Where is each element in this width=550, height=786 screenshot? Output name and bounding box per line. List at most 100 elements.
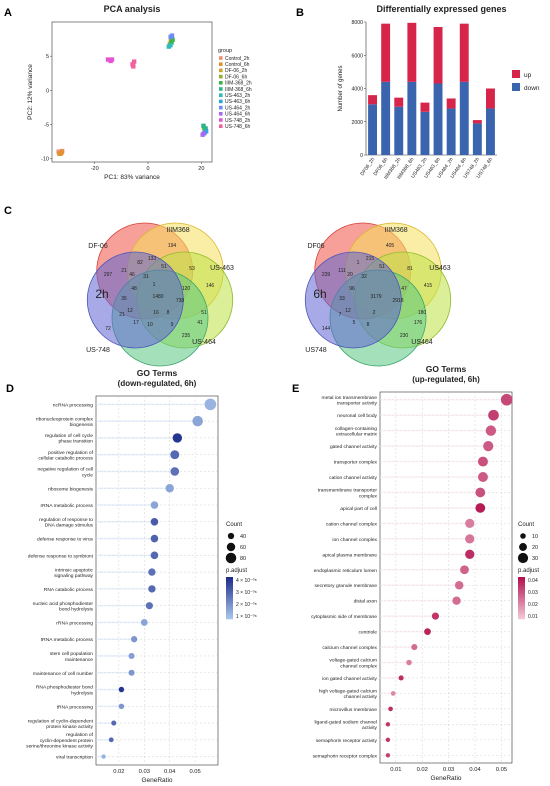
term-dot xyxy=(424,628,431,635)
term-dot xyxy=(170,450,180,460)
term-dot xyxy=(460,565,469,575)
venn-region-count: 8 xyxy=(167,310,170,316)
venn-region-count: 35 xyxy=(121,296,127,302)
legend-entry: DF-06_2h xyxy=(225,68,247,74)
x-axis-label: PC1: 83% variance xyxy=(104,174,160,181)
y-tick-label: 6000 xyxy=(351,53,363,59)
venn-region-count: 120 xyxy=(182,286,191,292)
term-label: intrinsic apoptotic xyxy=(55,567,93,573)
venn-set-label: US464 xyxy=(411,339,433,346)
legend-p-value: 1 × 10⁻⁰⁸ xyxy=(236,614,257,620)
venn-region-count: 297 xyxy=(104,272,113,278)
x-tick-label: -20 xyxy=(91,166,99,172)
data-point xyxy=(108,58,113,64)
term-label: signaling pathway xyxy=(54,573,93,579)
term-dot xyxy=(150,501,159,509)
legend-swatch xyxy=(219,99,223,104)
legend-p-gradient xyxy=(518,589,525,592)
panel-label-c: C xyxy=(4,205,12,217)
bar-down xyxy=(407,81,417,155)
legend-swatch xyxy=(219,62,223,66)
venn-region-count: 1 xyxy=(153,282,156,288)
venn-region-count: 20 xyxy=(347,272,353,278)
term-label: neuronal cell body xyxy=(337,413,377,419)
y-tick-label: 0 xyxy=(360,153,363,159)
legend-p-gradient xyxy=(226,605,233,608)
y-tick-label: 5 xyxy=(46,54,49,60)
legend-p-gradient xyxy=(518,607,525,610)
y-axis-label: Number of genes xyxy=(338,65,344,111)
venn-region-count: 3179 xyxy=(370,294,381,300)
bar-up xyxy=(394,97,404,107)
venn-region-count: 53 xyxy=(189,266,195,272)
legend-count-value: 10 xyxy=(532,534,538,540)
legend-swatch xyxy=(219,68,223,73)
y-tick-label: 8000 xyxy=(351,20,363,26)
term-label: transporter activity xyxy=(337,401,378,407)
venn-region-count: 239 xyxy=(322,272,331,278)
term-dot xyxy=(385,737,391,743)
term-label: tRNA metabolic process xyxy=(41,637,94,643)
x-tick-label: 0.02 xyxy=(417,767,428,773)
legend-p-gradient xyxy=(518,593,525,596)
term-label: bond hydrolysis xyxy=(59,606,94,612)
term-dot xyxy=(172,433,183,443)
legend-p-gradient xyxy=(518,585,525,588)
term-dot xyxy=(165,484,174,493)
bar-down xyxy=(394,106,404,155)
legend-count-dot xyxy=(517,552,529,564)
term-label: stem cell population xyxy=(50,651,94,657)
venn-region-count: 17 xyxy=(133,320,139,326)
venn-region-count: 144 xyxy=(322,326,331,332)
legend-entry-up: up xyxy=(524,72,532,79)
term-dot xyxy=(475,503,486,513)
term-label: regulation of cyclin-dependent xyxy=(28,718,94,724)
term-dot xyxy=(118,686,125,693)
legend-p-gradient xyxy=(226,583,233,586)
y-tick-label: -5 xyxy=(44,122,49,128)
legend-p-value: 0.04 xyxy=(528,578,538,584)
legend-p-title: p.adjust xyxy=(518,568,539,574)
legend-p-gradient xyxy=(518,599,525,602)
venn-region-count: 32 xyxy=(361,274,367,280)
term-dot xyxy=(454,580,464,590)
venn-region-count: 41 xyxy=(197,320,203,326)
bar-up xyxy=(485,88,495,109)
term-label: maintenance xyxy=(65,657,93,663)
term-dot xyxy=(465,518,475,529)
bar-up xyxy=(407,22,417,82)
bar-up xyxy=(472,120,482,124)
venn-region-count: 146 xyxy=(206,283,215,289)
term-label: DNA damage stimulus xyxy=(45,523,94,529)
chart-subtitle: (up-regulated, 6h) xyxy=(412,375,480,384)
term-label: tRNA processing xyxy=(57,704,94,710)
term-dot xyxy=(118,703,125,710)
legend-count-value: 80 xyxy=(240,556,246,562)
go-up-chart: GO Terms(up-regulated, 6h) 0.01 0.02 0.03 0.… xyxy=(311,364,539,782)
legend-p-gradient xyxy=(226,617,233,620)
venn-region-count: 33 xyxy=(339,296,345,302)
legend-p-gradient xyxy=(518,615,525,618)
bar-down xyxy=(446,108,456,155)
legend-count-value: 40 xyxy=(240,534,246,540)
legend-p-gradient xyxy=(226,613,233,616)
legend-entry-down: down xyxy=(524,85,540,92)
chart-subtitle: (down-regulated, 6h) xyxy=(118,379,197,388)
term-dot xyxy=(483,441,494,452)
bar-down xyxy=(381,81,391,155)
legend-p-gradient xyxy=(226,603,233,606)
venn-region-count: 51 xyxy=(161,264,167,270)
term-label: apical part of cell xyxy=(340,506,377,512)
legend-swatch-down xyxy=(512,83,520,91)
legend-swatch xyxy=(219,74,223,79)
venn-region-count: 415 xyxy=(424,283,433,289)
bar-up xyxy=(368,95,378,105)
legend-swatch xyxy=(219,87,223,91)
term-label: channel complex xyxy=(340,663,377,669)
legend-p-gradient xyxy=(518,591,525,594)
legend-p-gradient xyxy=(518,581,525,584)
legend-p-gradient xyxy=(518,601,525,604)
term-label: regulation of xyxy=(66,732,94,738)
data-point xyxy=(170,37,175,42)
term-dot xyxy=(128,669,135,676)
